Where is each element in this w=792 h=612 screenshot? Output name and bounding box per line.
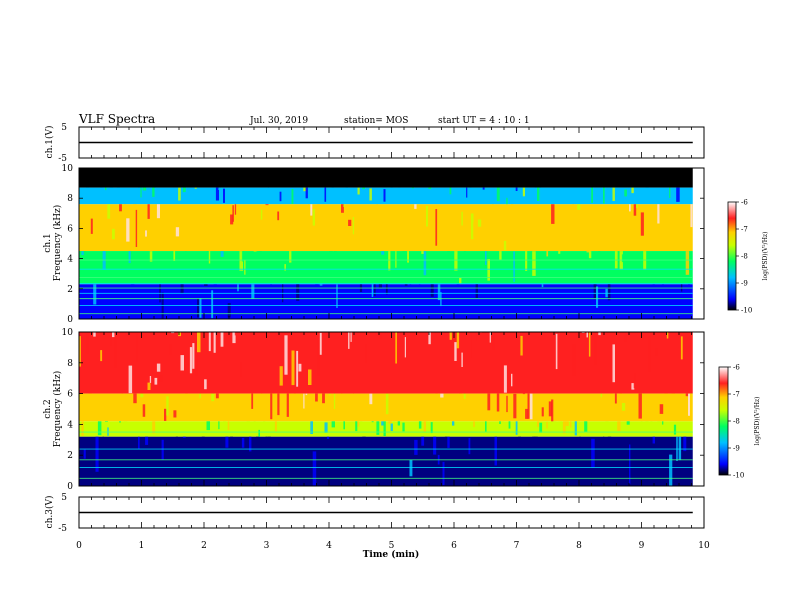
x-tick-label-1: 1	[139, 541, 145, 551]
ch2-colorbar-tick-label-0: -6	[733, 364, 740, 372]
ch2-colorbar-tick-label-2: -8	[733, 418, 740, 426]
x-tick-label-6: 6	[451, 541, 457, 551]
x-tick-label-3: 3	[264, 541, 270, 551]
ch2-spec-ylabel-channel: ch.2	[43, 399, 53, 418]
ch2-spec-ytick-label-1: 2	[67, 451, 73, 461]
ch3-ylabel: ch.3(V)	[44, 496, 55, 529]
ch2-colorbar-tick-label-4: -10	[733, 472, 744, 480]
x-tick-label-2: 2	[201, 541, 207, 551]
ch2-spec-ytick-label-4: 8	[67, 359, 73, 369]
ch2-colorbar-label: log(PSD)(V²/Hz)	[754, 397, 761, 446]
ch1-colorbar-tick-label-3: -9	[741, 280, 748, 288]
ch1-spec-band-0	[79, 168, 693, 188]
ch1-spec-ytick-label-2: 4	[67, 255, 73, 265]
ch1-spectrogram-panel: 0 2 4 6 8 10 ch.1 Frequency (kHz)	[43, 164, 705, 325]
ch1-spec-ylabel-frequency: Frequency (kHz)	[52, 205, 63, 282]
date-label: Jul. 30, 2019	[249, 116, 308, 126]
ch2-colorbar-tick-label-3: -9	[733, 445, 740, 453]
ch2-spec-band-3	[79, 436, 693, 486]
ch1-spec-band-2	[79, 204, 693, 252]
start-time-label: start UT = 4 : 10 : 1	[438, 116, 530, 126]
ch1-spec-ylabel-channel: ch.1	[43, 233, 53, 252]
ch1-spec-band-1	[79, 187, 693, 205]
ch3-ytick-top: 5	[61, 493, 67, 503]
x-tick-label-10: 10	[698, 541, 710, 551]
x-tick-label-7: 7	[514, 541, 520, 551]
x-axis-label: Time (min)	[363, 549, 420, 560]
x-tick-label-8: 8	[576, 541, 582, 551]
ch2-spec-ytick-label-5: 10	[62, 328, 74, 338]
ch2-spec-band-2	[79, 421, 693, 437]
ch1-spec-ytick-label-1: 2	[67, 285, 73, 295]
ch1-colorbar-tick-label-1: -7	[741, 226, 748, 234]
ch1-spec-ytick-label-0: 0	[67, 315, 73, 325]
ch1-ytick-bottom: -5	[58, 154, 67, 164]
ch2-spec-texture	[79, 332, 693, 486]
x-tick-label-0: 0	[76, 541, 82, 551]
ch3-waveform-panel: 5 -5 ch.3(V) 0 1 2 3 4 5 6 7 8 9 10 Time (min)	[44, 493, 710, 560]
ch1-waveform-panel: 5 -5 ch.1(V)	[44, 123, 705, 164]
ch1-spec-ytick-label-3: 6	[67, 224, 73, 234]
ch3-ytick-bottom: -5	[58, 524, 67, 534]
figure-title: VLF Spectra	[78, 112, 155, 126]
ch1-ylabel: ch.1(V)	[44, 126, 55, 159]
station-label: station= MOS	[344, 116, 408, 126]
ch2-spec-ytick-label-2: 4	[67, 420, 73, 430]
ch2-spec-ytick-label-0: 0	[67, 482, 73, 492]
ch2-spectrogram-panel: 0 2 4 6 8 10 ch.2 Frequency (kHz)	[43, 328, 705, 492]
x-tick-label-4: 4	[326, 541, 332, 551]
ch2-colorbar-tick-label-1: -7	[733, 391, 740, 399]
x-tick-label-9: 9	[639, 541, 645, 551]
ch2-spec-band-0	[79, 332, 693, 394]
ch1-colorbar-tick-label-0: -6	[741, 199, 748, 207]
ch1-spec-ytick-label-4: 8	[67, 194, 73, 204]
ch1-ytick-top: 5	[61, 123, 67, 133]
ch2-colorbar: -6 -7 -8 -9 -10 log(PSD)(V²/Hz)	[718, 364, 761, 480]
ch1-colorbar-tick-label-4: -10	[741, 307, 752, 315]
ch1-spec-ytick-label-5: 10	[62, 164, 74, 174]
ch2-spec-band-1	[79, 393, 693, 422]
ch1-spec-band-3	[79, 251, 693, 285]
ch1-colorbar-tick-label-2: -8	[741, 253, 748, 261]
x-tick-label-5: 5	[389, 541, 395, 551]
ch2-spec-ylabel-frequency: Frequency (kHz)	[52, 371, 63, 448]
time-tick-marks	[78, 127, 705, 528]
ch2-spec-ytick-label-3: 6	[67, 390, 73, 400]
ch1-colorbar-label: log(PSD)(V²/Hz)	[762, 232, 769, 281]
ch1-colorbar: -6 -7 -8 -9 -10 log(PSD)(V²/Hz)	[727, 199, 769, 315]
